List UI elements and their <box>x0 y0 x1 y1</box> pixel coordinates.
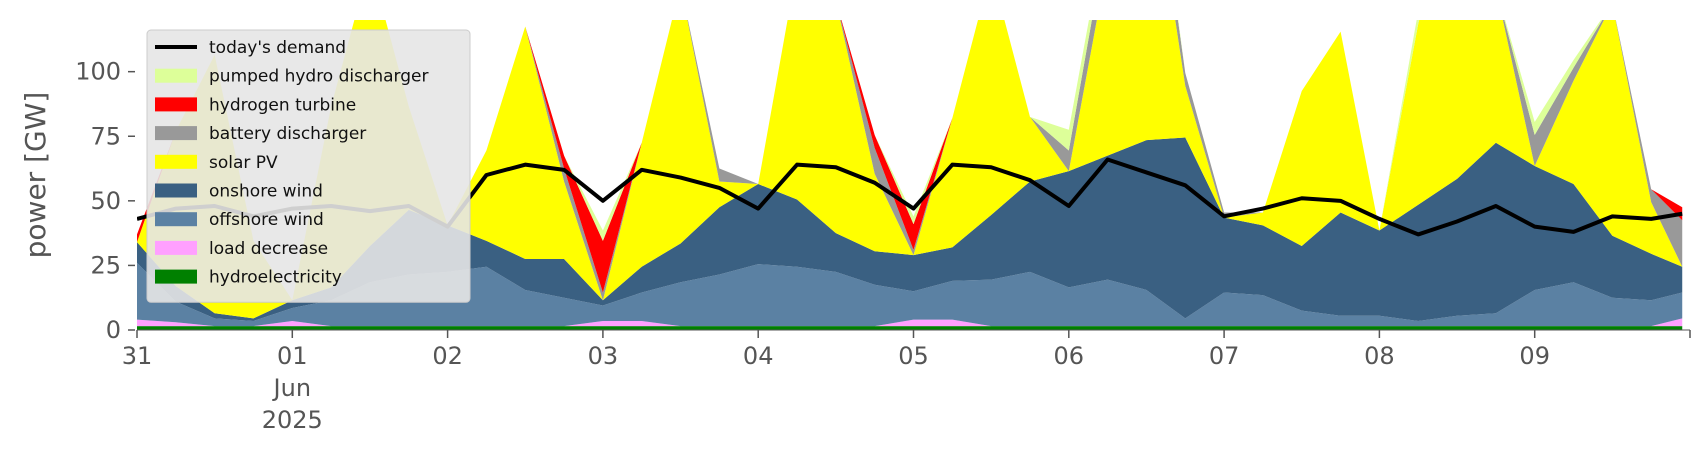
legend-label: hydrogen turbine <box>209 95 356 115</box>
x-tick-label: 05 <box>898 342 929 370</box>
legend: today's demand pumped hydro discharger hyd… <box>146 29 471 303</box>
legend-label: load decrease <box>209 239 328 259</box>
area-battery-discharger <box>137 20 1683 301</box>
legend-label: pumped hydro discharger <box>209 67 428 87</box>
x-tick-label: 07 <box>1209 342 1240 370</box>
y-tick-label: 75 <box>90 122 121 150</box>
x-tick-label: 03 <box>588 342 619 370</box>
x-tick-label: 04 <box>743 342 774 370</box>
legend-swatch <box>155 126 197 141</box>
y-tick-label: 0 <box>106 316 121 344</box>
legend-swatch <box>155 240 197 255</box>
area-solar-pv <box>137 20 1683 319</box>
legend-label: today's demand <box>209 38 346 58</box>
x-tick-label: 31 <box>122 342 153 370</box>
y-axis-label: power [GW] <box>19 92 52 259</box>
x-tick-label: 01 <box>277 342 308 370</box>
series-layer <box>137 20 1683 330</box>
x-tick-label: Jun <box>272 374 312 402</box>
area-offshore-wind <box>137 262 1683 327</box>
y-tick-label: 50 <box>90 187 121 215</box>
area-load-decrease <box>137 318 1683 327</box>
legend-swatch <box>155 212 197 227</box>
area-onshore-wind <box>137 137 1683 321</box>
legend-swatch <box>155 68 197 83</box>
y-tick-label: 100 <box>75 58 121 86</box>
legend-box <box>146 29 471 303</box>
x-tick-label: 09 <box>1519 342 1550 370</box>
legend-label: hydroelectricity <box>209 268 342 288</box>
y-axis: 0 25 50 75 100 <box>75 58 135 344</box>
legend-label: onshore wind <box>209 182 323 202</box>
x-axis: 31 01 Jun 2025 02 03 04 05 06 07 08 09 <box>122 329 1691 434</box>
legend-swatch <box>155 154 197 169</box>
area-hydroelectricity <box>137 326 1683 330</box>
legend-swatch <box>155 183 197 198</box>
legend-swatch <box>155 97 197 112</box>
x-tick-label: 02 <box>432 342 463 370</box>
legend-label: battery discharger <box>209 124 366 144</box>
legend-label: offshore wind <box>209 210 324 230</box>
x-tick-label: 08 <box>1364 342 1395 370</box>
legend-swatch <box>155 269 197 284</box>
y-tick-label: 25 <box>90 251 121 279</box>
x-tick-label: 06 <box>1054 342 1085 370</box>
legend-label: solar PV <box>209 153 278 173</box>
x-tick-label: 2025 <box>262 406 323 434</box>
